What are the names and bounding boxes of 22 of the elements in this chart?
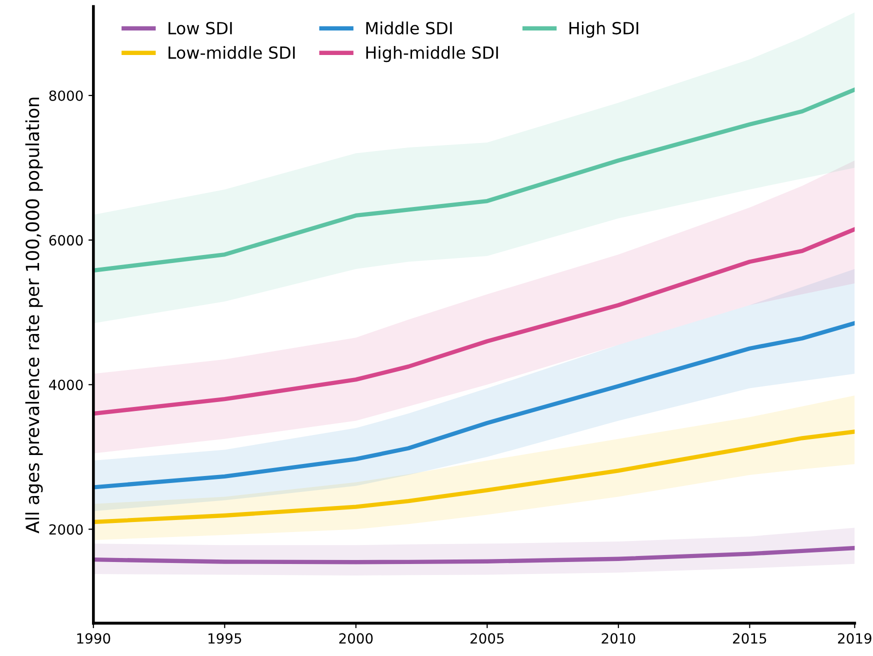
legend-label: Middle SDI xyxy=(366,22,452,34)
x-tick-label: 2000 xyxy=(339,633,373,644)
x-tick-label: 1990 xyxy=(77,633,110,644)
y-axis-title: All ages prevalence rate per 100,000 population xyxy=(25,98,43,534)
x-tick-label: 2010 xyxy=(602,633,636,644)
legend-label: High SDI xyxy=(570,22,638,38)
line-series xyxy=(93,430,855,524)
y-tick-label: 2000 xyxy=(49,524,83,535)
line-series xyxy=(93,88,855,273)
y-tick-label: 8000 xyxy=(49,90,83,101)
y-tick-label: 6000 xyxy=(49,235,83,246)
x-tick-label: 2019 xyxy=(838,633,872,644)
x-tick-label: 2015 xyxy=(733,633,766,644)
line-series xyxy=(93,227,855,416)
legend-label: High-middle SDI xyxy=(366,46,498,62)
line-series xyxy=(93,321,855,490)
legend-label: Low SDI xyxy=(168,22,232,34)
x-tick-label: 2005 xyxy=(470,633,504,644)
legend-label: Low-middle SDI xyxy=(168,46,295,59)
x-tick-label: 1995 xyxy=(208,633,242,644)
line-series xyxy=(93,546,855,564)
y-tick-label: 4000 xyxy=(49,380,83,390)
